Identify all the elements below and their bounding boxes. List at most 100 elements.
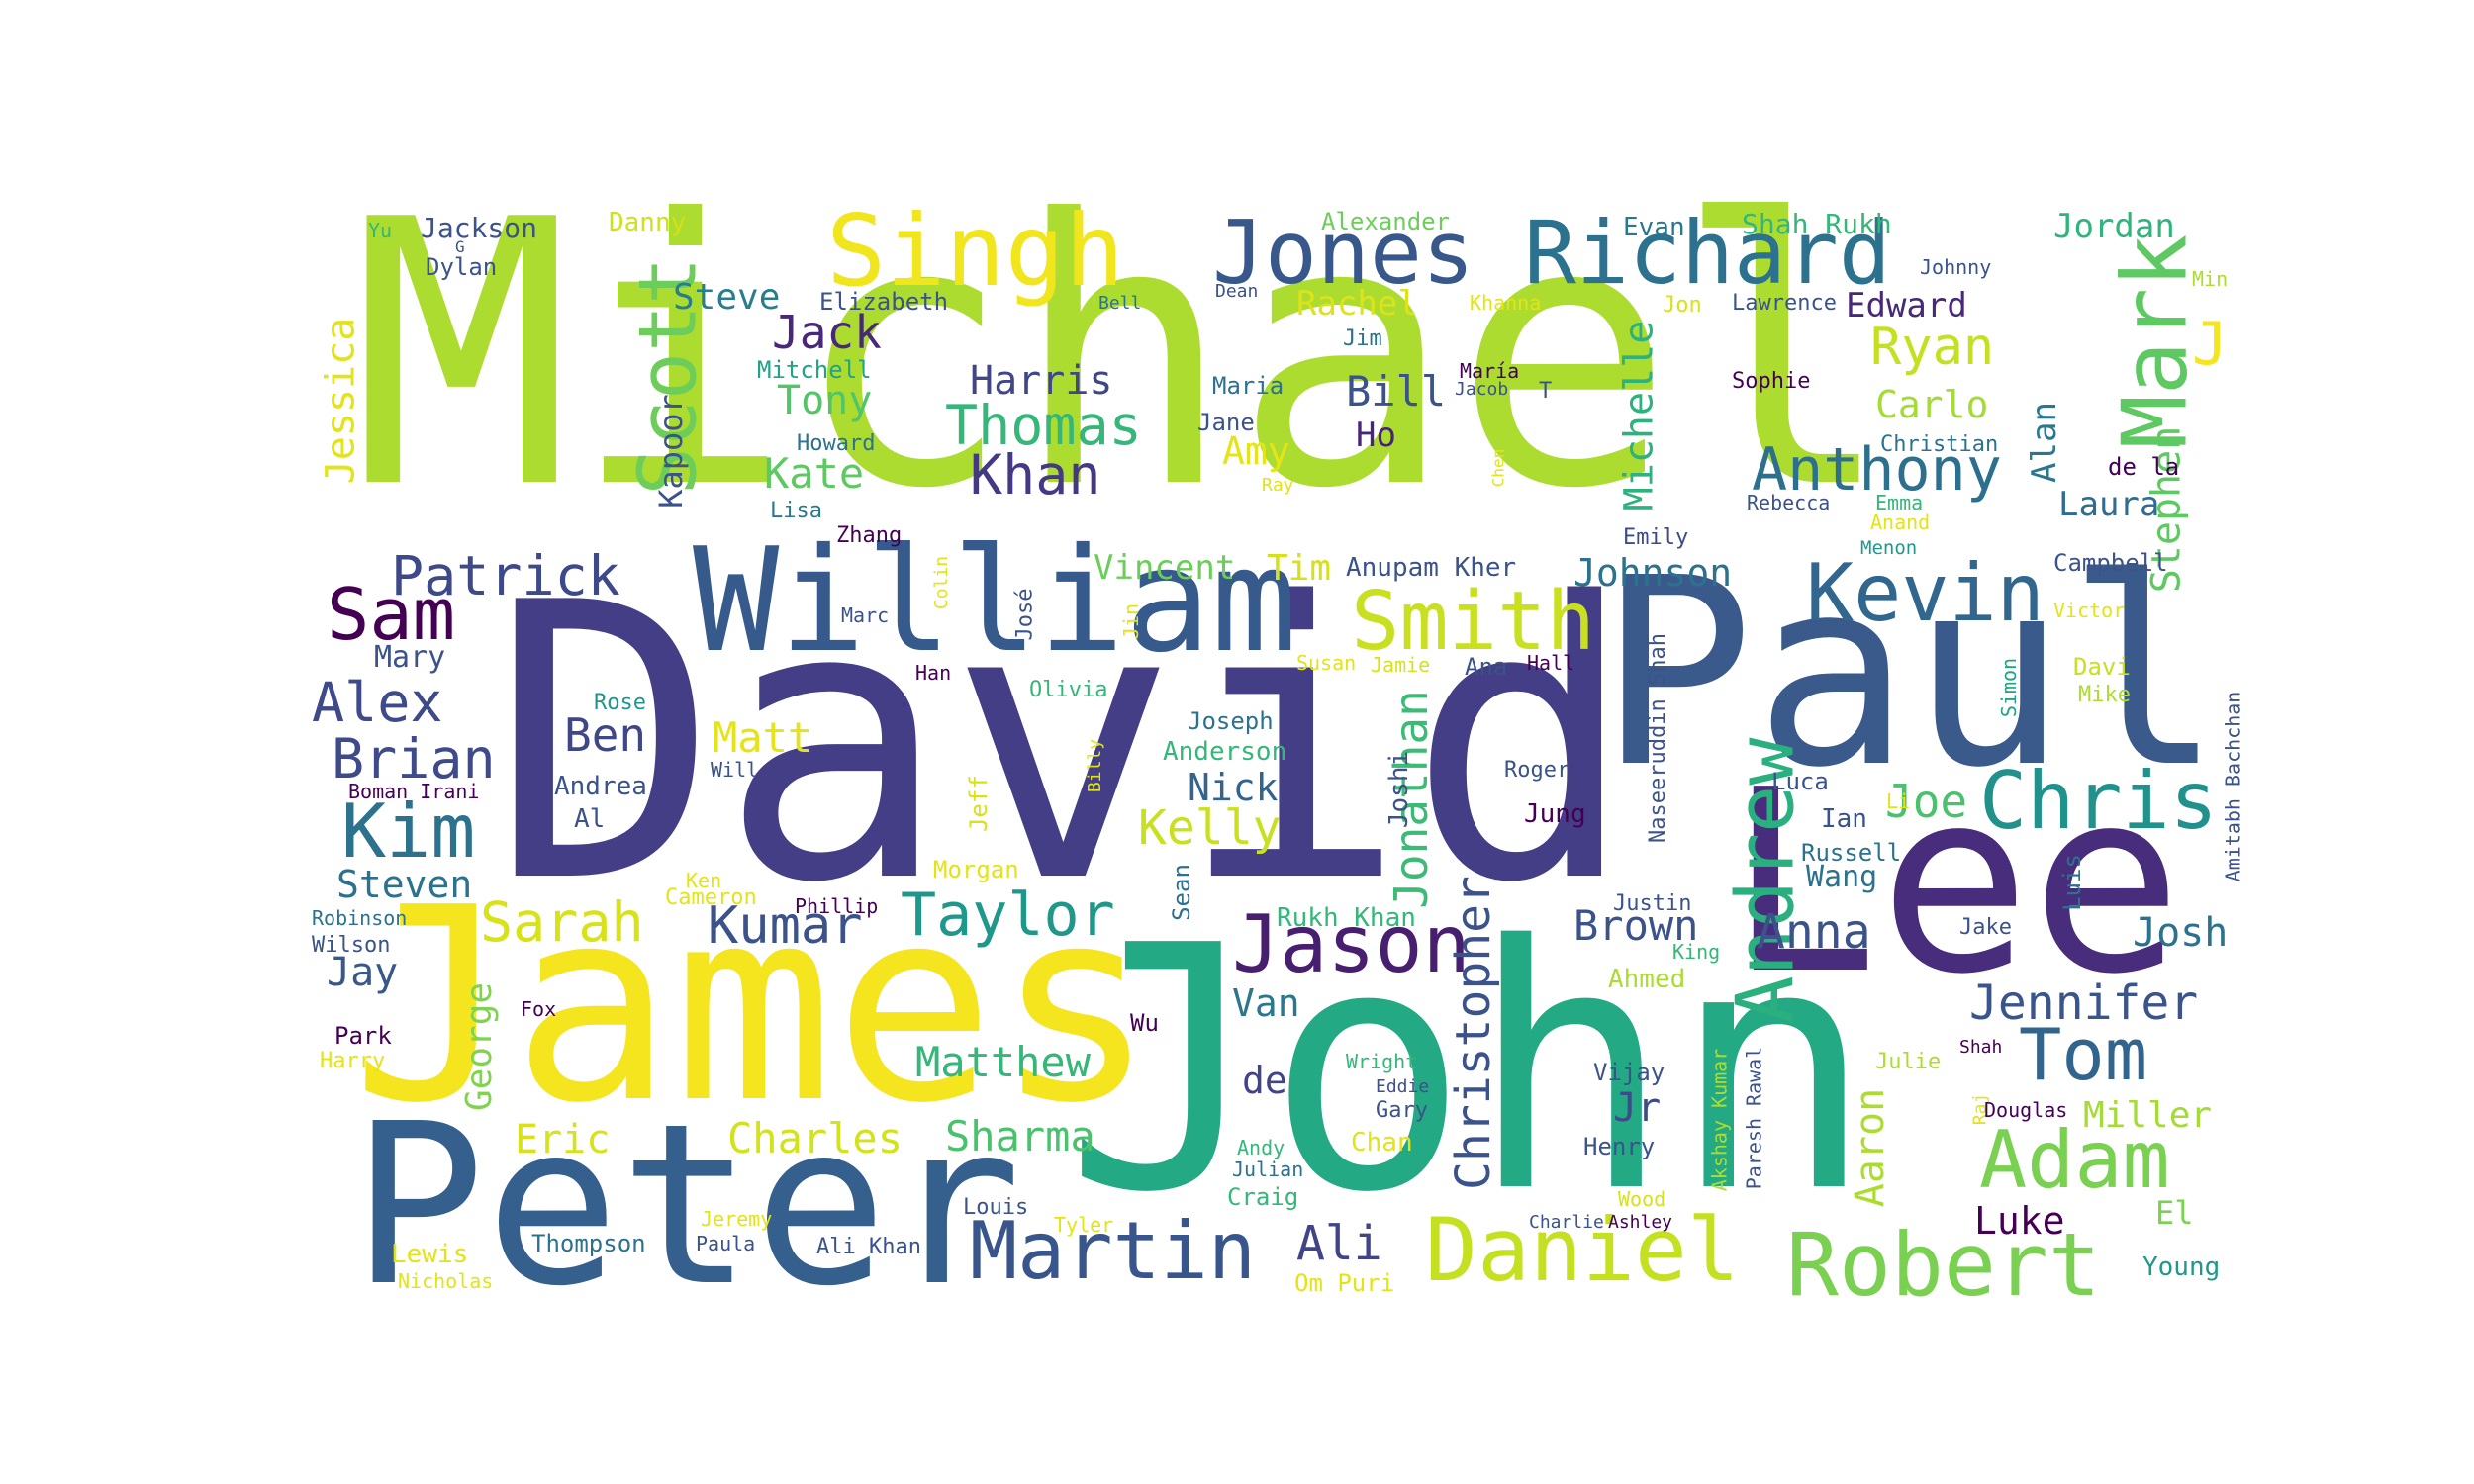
word: Cameron	[665, 885, 757, 910]
word: Maria	[1212, 372, 1285, 400]
word: Dean	[1215, 281, 1259, 302]
word: Joe	[1885, 775, 1968, 828]
word: Steven	[336, 863, 473, 906]
word: Anand	[1870, 510, 1931, 534]
word: Johnson	[1573, 551, 1733, 595]
word: John	[1064, 875, 1874, 1266]
word: Henry	[1583, 1133, 1656, 1160]
word: Wood	[1618, 1187, 1666, 1211]
word: Chris	[1979, 755, 2218, 847]
word: Jackson	[421, 212, 538, 244]
word: Andy	[1237, 1136, 1285, 1159]
word: Charlie	[1529, 1212, 1604, 1233]
word: Rebecca	[1747, 491, 1831, 514]
word: Kelly	[1138, 800, 1282, 856]
word: Paul	[1598, 522, 2223, 824]
word: James	[351, 850, 1156, 1161]
word: Joshi	[1384, 750, 1415, 829]
word: Jr	[1613, 1085, 1662, 1131]
word: Eddie	[1376, 1076, 1430, 1097]
word: Thomas	[945, 394, 1142, 457]
word: Christian	[1880, 432, 1999, 457]
word: Craig	[1227, 1183, 1299, 1211]
word: Chan	[1351, 1128, 1413, 1158]
word: Steve	[673, 277, 781, 318]
word: Ian	[1821, 804, 1867, 834]
word: Kapoor	[651, 394, 690, 509]
word: Ana	[1465, 653, 1508, 681]
word: David	[490, 522, 1637, 966]
word: Louis	[963, 1195, 1029, 1220]
word: Jon	[1663, 293, 1702, 318]
word: Mark	[2103, 233, 2208, 449]
word: Wu	[1130, 1009, 1159, 1037]
word: King	[1672, 940, 1721, 964]
word: Ashley	[1608, 1212, 1673, 1233]
word: Peter	[351, 1076, 1022, 1336]
word: Mike	[2078, 683, 2131, 707]
word: Paresh Rawal	[1742, 1046, 1766, 1190]
word: Om Puri	[1294, 1269, 1395, 1297]
word: Richard	[1524, 202, 1891, 304]
word: Dylan	[426, 253, 498, 281]
word: Min	[2192, 267, 2229, 291]
word: de	[1242, 1059, 1287, 1102]
word: Kate	[764, 449, 865, 498]
word: Wright	[1346, 1050, 1418, 1073]
word: de la	[2108, 453, 2180, 481]
word: Edward	[1846, 286, 1967, 325]
word: Russell	[1801, 839, 1902, 867]
word: Al	[574, 804, 606, 834]
word: Jeff	[964, 775, 993, 832]
word: Julie	[1875, 1050, 1942, 1074]
word: Michael	[351, 143, 1895, 569]
word: Elizabeth	[819, 288, 949, 316]
word: Jung	[1524, 799, 1586, 829]
word: Alexander	[1321, 208, 1451, 235]
word: Ryan	[1870, 318, 1995, 377]
word: William	[693, 517, 1298, 685]
word: Bill	[1346, 367, 1447, 416]
word: Daniel	[1425, 1199, 1740, 1301]
word: Laura	[2058, 485, 2160, 524]
word: Kevin	[1806, 547, 2045, 639]
word: Lawrence	[1732, 291, 1837, 316]
word: Will	[711, 758, 759, 782]
word: Lee	[1727, 736, 2183, 1030]
word: Jane	[1197, 409, 1255, 436]
word: Martin	[970, 1205, 1256, 1297]
word: Tim	[1267, 548, 1332, 589]
word: Alan	[2024, 402, 2064, 483]
word: Akshay Kumar	[1707, 1048, 1732, 1192]
word: Brown	[1573, 901, 1699, 950]
word: Roger	[1504, 758, 1570, 783]
word: Lewis	[391, 1240, 469, 1269]
word: Marc	[841, 603, 890, 627]
word: Jay	[327, 950, 399, 995]
word: Eric	[515, 1117, 611, 1162]
word: Ray	[1262, 475, 1294, 496]
word: Rachel	[1296, 284, 1418, 324]
word: Jeremy	[701, 1207, 773, 1231]
word: Harry	[320, 1049, 386, 1073]
word: Zhang	[836, 523, 903, 548]
word: Rukh Khan	[1277, 903, 1416, 933]
word: Douglas	[1984, 1098, 2068, 1122]
word: Davi	[2073, 653, 2131, 681]
word: Simon	[1997, 657, 2022, 718]
word: Chen	[1488, 448, 1508, 488]
word: Han	[915, 661, 952, 685]
word: Susan	[1296, 651, 1357, 675]
word: Ali	[1296, 1216, 1382, 1271]
word: Evan	[1623, 213, 1685, 242]
word: Naseeruddin Shah	[1645, 633, 1670, 843]
word: Taylor	[901, 881, 1115, 950]
word: Anderson	[1163, 737, 1287, 767]
word: Victor	[2053, 599, 2126, 622]
word: Matt	[713, 713, 813, 762]
word: Colin	[931, 555, 953, 610]
word: Robert	[1786, 1214, 2101, 1316]
word: Anthony	[1752, 435, 2002, 505]
word: Ahmed	[1608, 965, 1686, 994]
